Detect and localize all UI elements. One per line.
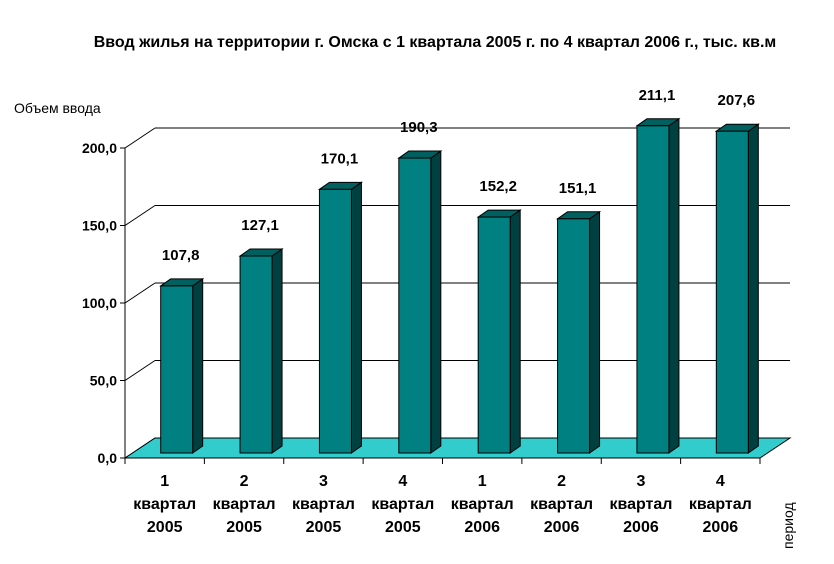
data-label: 170,1 <box>321 150 359 167</box>
bar-side <box>747 123 759 454</box>
x-tick-label: квартал <box>689 496 752 513</box>
x-tick-label: 3 <box>319 473 328 490</box>
gridline-diagonal <box>124 360 156 381</box>
data-label: 107,8 <box>162 247 200 264</box>
bar <box>477 216 511 454</box>
x-tick-label: 1 <box>478 473 487 490</box>
bar <box>715 130 749 454</box>
x-tick-label: 2005 <box>226 519 262 536</box>
x-tick-label: 2 <box>240 473 249 490</box>
data-label: 127,1 <box>241 217 279 234</box>
x-tick-label: 2005 <box>385 519 421 536</box>
x-tick-label: 4 <box>398 473 407 490</box>
x-tick-label: 2006 <box>623 519 659 536</box>
x-tick-label: 4 <box>716 473 725 490</box>
gridline-diagonal <box>124 127 156 149</box>
x-tick-label: квартал <box>451 496 514 513</box>
x-tick-label: квартал <box>292 496 355 513</box>
x-tick-label: 2006 <box>464 519 500 536</box>
x-tick-label: 2006 <box>703 519 739 536</box>
chart-title: Ввод жилья на территории г. Омска с 1 кв… <box>93 34 777 51</box>
data-label: 207,6 <box>718 92 756 109</box>
bar-side <box>350 181 362 454</box>
x-tick-label: квартал <box>213 496 276 513</box>
x-tick-label: квартал <box>133 496 196 513</box>
y-tick-label: 150,0 <box>82 218 117 234</box>
bar <box>239 255 273 454</box>
bar <box>318 188 352 454</box>
bar <box>557 218 591 454</box>
x-tick-label: 1 <box>160 473 169 490</box>
bar <box>160 285 194 454</box>
bar-side <box>271 248 283 454</box>
x-tick-label: 2006 <box>544 519 580 536</box>
gridline-diagonal <box>124 205 156 226</box>
chart-floor <box>123 437 792 459</box>
bar-side <box>509 209 521 454</box>
data-label: 190,3 <box>400 119 438 136</box>
y-tick-label: 0,0 <box>98 450 118 466</box>
bar-side <box>192 277 204 454</box>
data-label: 151,1 <box>559 180 597 197</box>
x-tick-label: 2005 <box>147 519 183 536</box>
bar-side <box>668 117 680 454</box>
y-axis-label: Объем ввода <box>14 100 101 116</box>
bar <box>636 125 670 454</box>
x-tick-label: 2005 <box>306 519 342 536</box>
x-tick-label: 2 <box>557 473 566 490</box>
bar <box>398 157 432 454</box>
bar-side <box>430 150 442 454</box>
data-label: 152,2 <box>479 178 517 195</box>
y-tick-label: 50,0 <box>90 373 117 389</box>
x-tick-label: квартал <box>371 496 434 513</box>
y-tick-label: 100,0 <box>82 295 117 311</box>
bar-side <box>589 210 601 454</box>
x-tick-label: 3 <box>636 473 645 490</box>
x-tick-label: квартал <box>530 496 593 513</box>
x-tick-label: квартал <box>609 496 672 513</box>
gridline-diagonal <box>124 282 156 304</box>
y-tick-label: 200,0 <box>82 140 117 156</box>
data-label: 211,1 <box>639 87 676 104</box>
